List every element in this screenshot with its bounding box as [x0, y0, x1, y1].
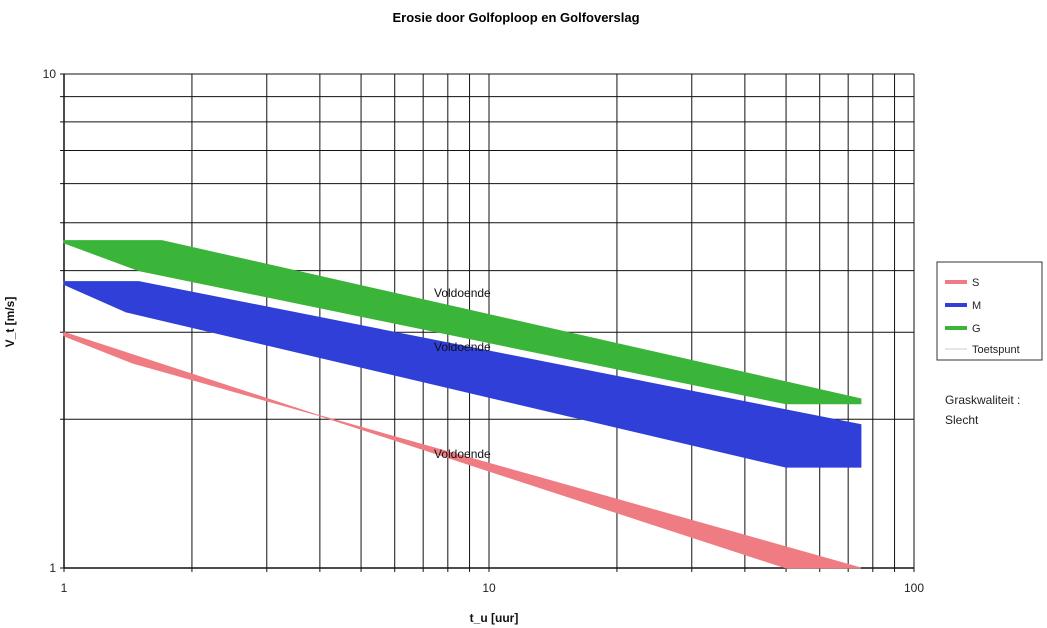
legend-label-toetspunt: Toetspunt: [972, 344, 1020, 356]
chart-title: Erosie door Golfoploop en Golfoverslag: [392, 10, 639, 25]
x-tick-label: 10: [482, 581, 496, 595]
legend-box: [936, 261, 1043, 361]
legend: SMG Toetspunt: [936, 261, 1043, 361]
y-axis-label: V_t [m/s]: [3, 297, 17, 348]
band-g: [63, 240, 862, 405]
note-line: Slecht: [945, 413, 979, 427]
y-tick-label: 10: [43, 67, 57, 81]
y-tick-label: 1: [49, 561, 56, 575]
grid: [60, 73, 915, 572]
x-axis-label: t_u [uur]: [470, 611, 519, 625]
grass-quality-note: Graskwaliteit : Slecht: [945, 393, 1020, 427]
band-labels: Voldoende Voldoende Voldoende: [434, 286, 491, 461]
band-label-s: Voldoende: [434, 447, 491, 461]
x-tick-label: 1: [61, 581, 68, 595]
band-m: [63, 281, 862, 468]
bands: [63, 240, 862, 569]
ticks: 1 10 100 1 10: [43, 67, 925, 595]
legend-label-g: G: [972, 323, 981, 335]
legend-label-m: M: [972, 300, 981, 312]
band-label-m: Voldoende: [434, 340, 491, 354]
x-tick-label: 100: [904, 581, 924, 595]
note-line: Graskwaliteit :: [945, 393, 1020, 407]
band-label-g: Voldoende: [434, 286, 491, 300]
legend-label-s: S: [972, 277, 979, 289]
band-s: [63, 331, 862, 569]
